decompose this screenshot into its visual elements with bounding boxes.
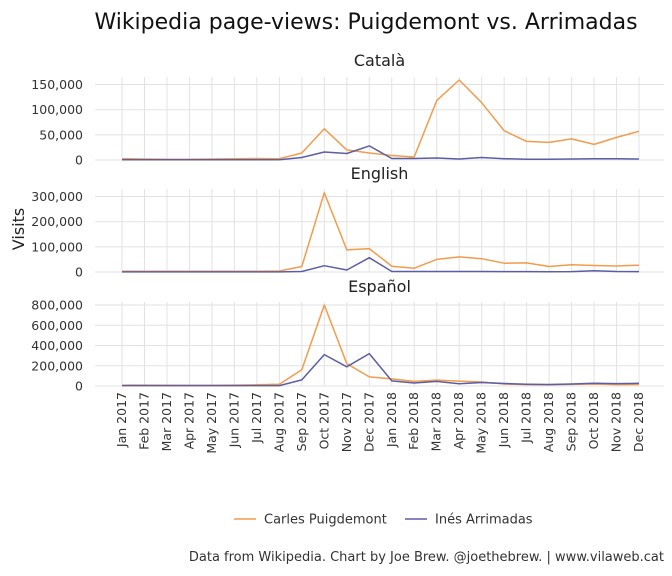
legend-item: Carles Puigdemont [234, 513, 387, 528]
y-tick-label: 300,000 [31, 189, 83, 204]
x-tick-label: Apr 2018 [451, 392, 466, 449]
legend-label: Carles Puigdemont [264, 513, 387, 528]
y-tick-label: 800,000 [31, 298, 83, 313]
x-tick-label: Jan 2018 [384, 392, 399, 448]
x-tick-label: Oct 2018 [586, 392, 601, 449]
legend: Carles Puigdemont Inés Arrimadas [234, 513, 533, 528]
y-tick-label: 0 [75, 379, 83, 394]
facet-panels: Català 0 50,000 100,000 150,000 English 0 100,0… [31, 51, 664, 394]
y-tick-label: 150,000 [31, 77, 83, 92]
x-tick-label: Dec 2018 [631, 392, 646, 452]
x-tick-label: Jul 2017 [249, 392, 264, 444]
x-tick-label: Aug 2018 [541, 392, 556, 452]
series-line-arrimadas [122, 256, 640, 273]
facet-label: Català [354, 51, 405, 70]
series-line-puigdemont [121, 79, 640, 160]
x-axis-ticks: Jan 2017 Feb 2017 Mar 2017 Apr 2017 May 2017… [114, 392, 646, 454]
y-tick-label: 50,000 [39, 127, 83, 142]
x-tick-label: Jan 2017 [114, 392, 129, 448]
series-line-arrimadas [122, 145, 640, 161]
facet-panel: Català 0 50,000 100,000 150,000 [31, 51, 664, 168]
legend-item: Inés Arrimadas [405, 513, 533, 528]
y-tick-label: 600,000 [31, 318, 83, 333]
y-tick-label: 0 [75, 265, 83, 280]
y-tick-label: 200,000 [31, 358, 83, 373]
y-axis-title: Visits [9, 208, 28, 250]
y-tick-label: 0 [75, 153, 83, 168]
chart-title: Wikipedia page-views: Puigdemont vs. Arr… [94, 10, 637, 35]
y-tick-label: 100,000 [31, 102, 83, 117]
x-tick-label: Dec 2017 [361, 392, 376, 452]
x-tick-label: Jun 2018 [496, 392, 511, 448]
x-tick-label: Nov 2017 [339, 392, 354, 452]
x-tick-label: Apr 2017 [181, 392, 196, 449]
legend-label: Inés Arrimadas [435, 513, 533, 528]
facet-panel: Español 0 200,000 400,000 600,000 800,000 [31, 277, 664, 394]
x-tick-label: Sep 2018 [564, 392, 579, 451]
y-tick-label: 200,000 [31, 214, 83, 229]
facet-label: English [351, 164, 409, 183]
x-tick-label: Jul 2018 [519, 392, 534, 444]
y-tick-label: 100,000 [31, 239, 83, 254]
x-tick-label: May 2017 [204, 392, 219, 454]
x-tick-label: May 2018 [474, 392, 489, 454]
series-line-arrimadas [122, 352, 640, 387]
x-tick-label: Feb 2018 [406, 392, 421, 450]
facet-panel: English 0 100,000 200,000 300,000 [31, 164, 664, 280]
x-tick-label: Mar 2017 [159, 392, 174, 451]
x-tick-label: Feb 2017 [136, 392, 151, 450]
x-tick-label: Aug 2017 [271, 392, 286, 452]
x-tick-label: Oct 2017 [316, 392, 331, 449]
x-tick-label: Sep 2017 [294, 392, 309, 451]
y-tick-label: 400,000 [31, 338, 83, 353]
series-line-puigdemont [122, 192, 640, 272]
x-tick-label: Mar 2018 [429, 392, 444, 451]
facet-label: Español [348, 277, 411, 296]
x-tick-label: Nov 2018 [609, 392, 624, 452]
chart-caption: Data from Wikipedia. Chart by Joe Brew. … [189, 550, 664, 565]
x-tick-label: Jun 2017 [226, 392, 241, 448]
